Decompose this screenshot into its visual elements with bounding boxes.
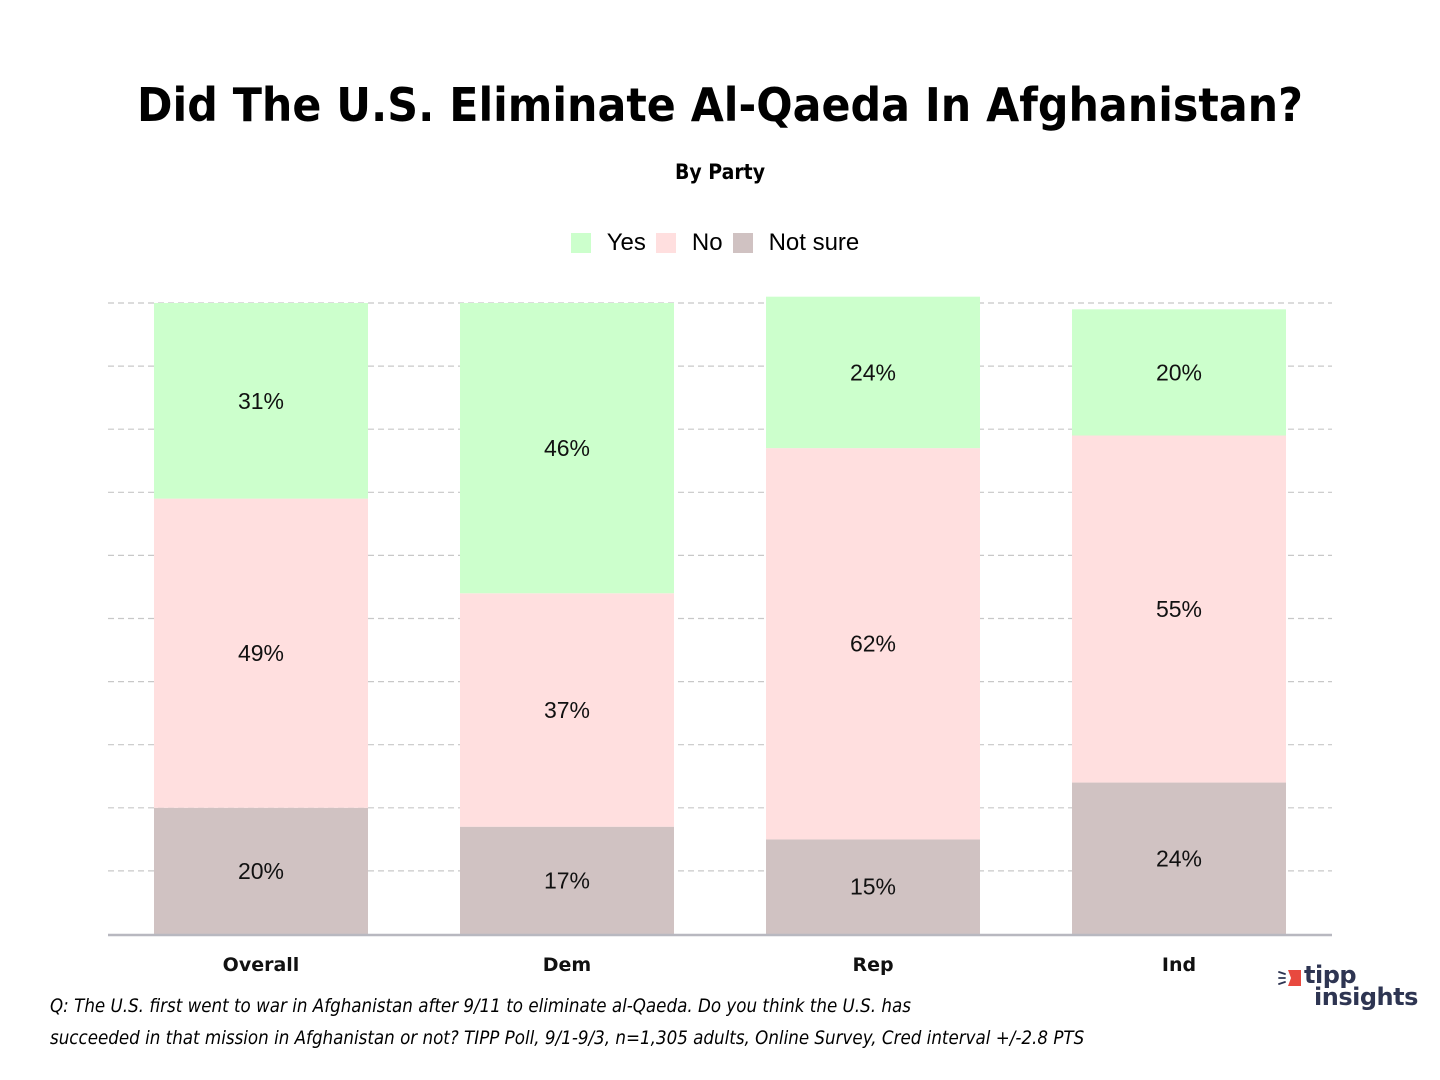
data-label-not-sure-rep: 15% <box>850 874 896 900</box>
x-axis: Overall Dem Rep Ind <box>108 933 1332 976</box>
legend-item-yes: Yes <box>570 229 646 257</box>
chart-legend: Yes No Not sure <box>0 229 1440 257</box>
x-tick-label-overall: Overall <box>223 954 300 976</box>
legend-label-not-sure: Not sure <box>768 229 860 256</box>
data-labels: 20% 49% 31% 17% 37% 46% 15% 62% 24% 24% 55% 20% <box>238 359 1202 899</box>
footnote-line-2: succeeded in that mission in Afghanistan… <box>50 1027 1085 1049</box>
bar-segment-yes-ind <box>1072 309 1286 436</box>
tipp-insights-logo: tipp insights <box>1278 961 1428 1016</box>
legend-swatch-yes <box>570 233 591 253</box>
footnote-line-1: Q: The U.S. first went to war in Afghani… <box>50 995 911 1017</box>
chart-title: Did The U.S. Eliminate Al-Qaeda In Afgha… <box>137 78 1303 132</box>
bar-segment-no-dem <box>460 593 674 827</box>
data-label-yes-rep: 24% <box>850 359 896 385</box>
legend-item-no: No <box>655 229 723 257</box>
bar-segment-yes-overall <box>154 303 368 499</box>
bar-segment-no-ind <box>1072 435 1286 783</box>
legend-label-yes: Yes <box>606 229 646 256</box>
bar-segment-yes-dem <box>460 303 674 594</box>
chart-subtitle: By Party <box>674 160 766 184</box>
data-label-no-dem: 37% <box>544 697 590 723</box>
bar-segment-no-rep <box>766 448 980 840</box>
bar-segment-not-sure-overall <box>154 807 368 934</box>
data-label-not-sure-ind: 24% <box>1156 845 1202 871</box>
logo-text-tipp: tipp <box>1304 961 1357 989</box>
logo-text-insights: insights <box>1314 983 1418 1011</box>
legend-item-not-sure: Not sure <box>732 229 860 257</box>
data-label-no-overall: 49% <box>238 640 284 666</box>
legend-swatch-not-sure <box>732 233 753 253</box>
x-tick-label-rep: Rep <box>852 954 893 976</box>
bar-segment-not-sure-rep <box>766 839 980 934</box>
data-label-not-sure-overall: 20% <box>238 858 284 884</box>
x-tick-label-dem: Dem <box>543 954 591 976</box>
bar-segment-not-sure-dem <box>460 826 674 934</box>
data-label-no-ind: 55% <box>1156 596 1202 622</box>
bar-segment-no-overall <box>154 498 368 808</box>
logo-flag-icon <box>1278 970 1301 986</box>
legend-label-no: No <box>691 229 723 256</box>
data-label-no-rep: 62% <box>850 631 896 657</box>
bar-segment-yes-rep <box>766 296 980 449</box>
data-label-not-sure-dem: 17% <box>544 867 590 893</box>
footnote: Q: The U.S. first went to war in Afghani… <box>50 990 1132 1054</box>
bars <box>154 296 1286 934</box>
x-tick-label-ind: Ind <box>1162 954 1196 976</box>
data-label-yes-overall: 31% <box>238 388 284 414</box>
bar-segment-not-sure-ind <box>1072 782 1286 934</box>
legend-swatch-no <box>655 233 676 253</box>
data-label-yes-dem: 46% <box>544 435 590 461</box>
data-label-yes-ind: 20% <box>1156 359 1202 385</box>
